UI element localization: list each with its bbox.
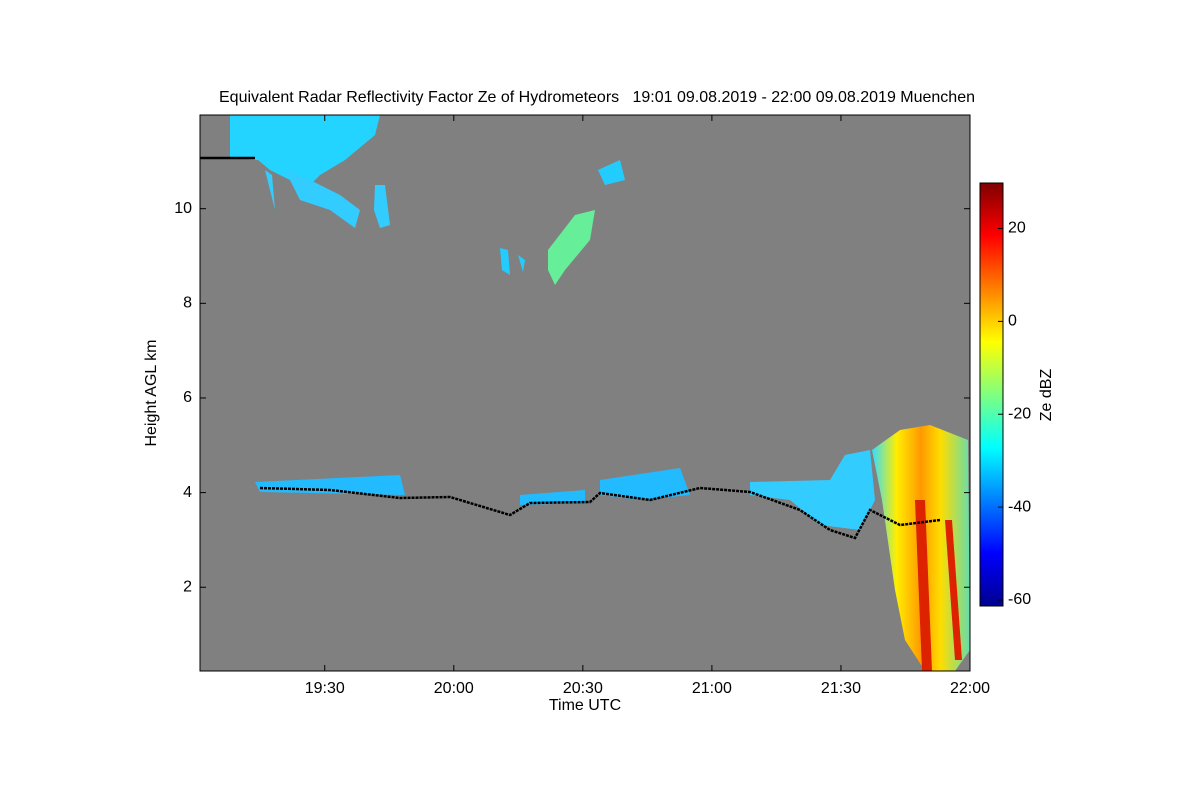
plot-frame [199, 114, 971, 672]
x-tick-label: 20:30 [563, 680, 603, 697]
y-tick-label: 2 [183, 578, 192, 595]
colorbar-label: Ze dBZ [1038, 369, 1055, 422]
x-tick-label: 19:30 [305, 680, 345, 697]
y-axis-label: Height AGL km [143, 339, 160, 446]
x-tick-label: 21:30 [821, 680, 861, 697]
x-tick-label: 21:00 [692, 680, 732, 697]
colorbar-tick-label: -40 [1008, 498, 1031, 515]
colorbar-tick-label: -60 [1008, 591, 1031, 608]
colorbar [979, 182, 1004, 607]
colorbar-tick-label: 20 [1008, 220, 1026, 237]
y-tick-label: 6 [183, 389, 192, 406]
chart-title: Equivalent Radar Reflectivity Factor Ze … [219, 89, 975, 106]
x-tick-label: 20:00 [434, 680, 474, 697]
x-tick-label: 22:00 [950, 680, 990, 697]
colorbar-tick-label: 0 [1008, 313, 1017, 330]
y-tick-label: 4 [183, 484, 192, 501]
colorbar-tick-label: -20 [1008, 405, 1031, 422]
x-axis-label: Time UTC [549, 697, 621, 714]
echoes [200, 115, 970, 671]
y-tick-label: 10 [174, 200, 192, 217]
y-tick-label: 8 [183, 295, 192, 312]
